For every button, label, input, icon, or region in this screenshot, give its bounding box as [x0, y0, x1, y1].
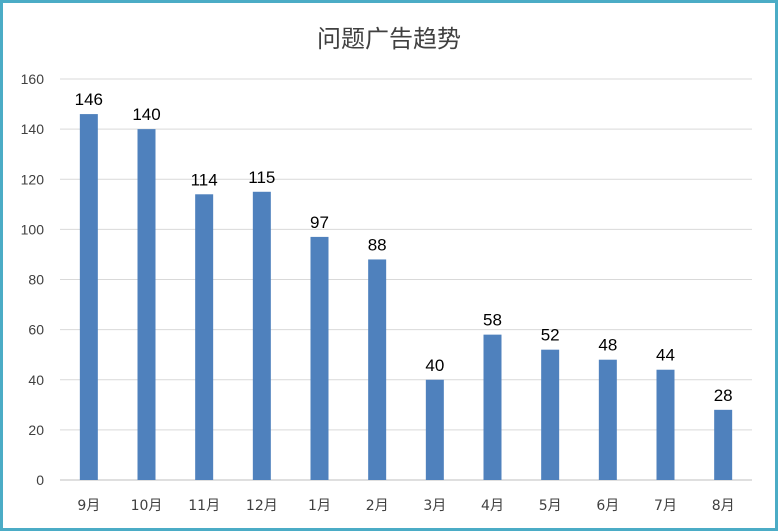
y-tick-label: 40	[28, 372, 44, 388]
y-tick-label: 20	[28, 422, 44, 438]
bar	[541, 349, 560, 480]
x-tick-label: 8月	[712, 498, 735, 514]
y-tick-label: 100	[21, 221, 45, 237]
data-label: 146	[75, 90, 103, 109]
x-tick-label: 12月	[246, 498, 278, 514]
data-label: 58	[483, 311, 502, 330]
data-label: 44	[656, 346, 675, 365]
y-tick-label: 60	[28, 322, 44, 338]
x-axis-tick-labels: 9月 10月 11月 12月 1月 2月 3月 4月 5月 6月 7月 8月	[77, 498, 734, 514]
data-label: 52	[541, 326, 560, 345]
y-axis-tick-labels: 0 20 40 60 80 100 120 140 160	[21, 71, 45, 488]
bar	[714, 409, 733, 480]
bar	[483, 334, 502, 480]
bar	[137, 129, 156, 480]
y-tick-label: 140	[21, 121, 45, 137]
data-label: 48	[598, 336, 617, 355]
y-tick-label: 160	[21, 71, 45, 87]
data-label: 140	[132, 105, 160, 124]
bar	[310, 236, 329, 480]
data-label: 97	[310, 213, 329, 232]
x-tick-label: 7月	[654, 498, 677, 514]
bar	[195, 194, 214, 480]
y-tick-label: 120	[21, 171, 45, 187]
data-label: 88	[368, 235, 387, 254]
x-tick-label: 9月	[77, 498, 100, 514]
x-tick-label: 5月	[539, 498, 562, 514]
x-tick-label: 10月	[131, 498, 163, 514]
bars	[79, 114, 733, 481]
bar	[598, 359, 617, 480]
x-tick-label: 1月	[308, 498, 331, 514]
x-tick-label: 6月	[596, 498, 619, 514]
data-label: 28	[714, 386, 733, 405]
y-tick-label: 0	[36, 472, 44, 488]
bar	[79, 114, 98, 481]
bar	[368, 259, 387, 480]
data-label: 40	[425, 356, 444, 375]
bar	[252, 191, 271, 480]
x-tick-label: 4月	[481, 498, 504, 514]
x-tick-label: 11月	[188, 498, 220, 514]
data-label: 114	[191, 170, 218, 189]
data-labels: 146 140 114 115 97 88 40 58 52 48 44 28	[75, 90, 733, 405]
bar	[425, 379, 444, 480]
chart-title: 问题广告趋势	[317, 25, 461, 53]
data-label: 115	[248, 168, 275, 187]
y-tick-label: 80	[28, 272, 44, 288]
x-tick-label: 3月	[423, 498, 446, 514]
bar	[656, 369, 675, 480]
gridlines	[60, 78, 752, 481]
x-tick-label: 2月	[366, 498, 389, 514]
